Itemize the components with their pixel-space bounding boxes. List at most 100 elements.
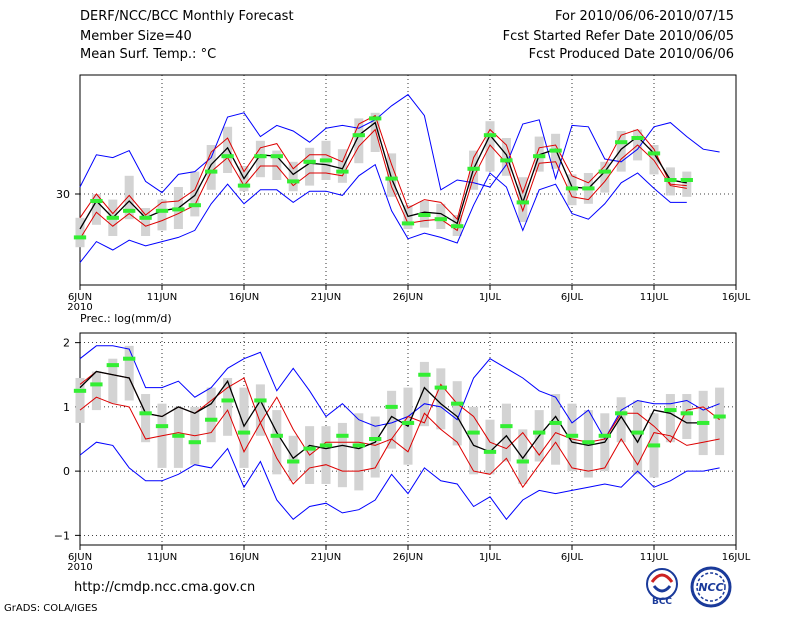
spread-box — [141, 208, 151, 236]
spread-box — [616, 397, 626, 443]
svg-text:BCC: BCC — [652, 597, 672, 606]
median-marker — [205, 169, 218, 174]
lower-sd-line — [79, 396, 720, 489]
produced-date: Fcst Produced Date 2010/06/06 — [528, 47, 734, 62]
median-marker — [221, 398, 234, 403]
median-marker — [418, 213, 431, 217]
spread-box — [206, 387, 216, 443]
x-tick-label: 11JUL — [640, 552, 669, 563]
x-tick-label: 11JUL — [640, 292, 669, 303]
spread-box — [469, 406, 479, 475]
median-marker — [385, 176, 398, 181]
median-marker — [319, 158, 333, 163]
lower-sd-line — [79, 128, 687, 240]
max-line — [79, 345, 720, 441]
spread-box — [501, 403, 511, 462]
spread-box — [370, 112, 380, 152]
median-marker — [434, 217, 447, 222]
median-marker — [303, 446, 316, 451]
median-marker — [319, 443, 333, 448]
x-tick-label: 11JUN — [147, 552, 177, 563]
spread-box — [124, 175, 134, 220]
median-marker — [598, 433, 611, 438]
median-marker — [139, 215, 152, 220]
median-marker — [336, 169, 349, 174]
median-marker — [647, 151, 661, 156]
median-marker — [106, 215, 119, 220]
spread-box — [370, 416, 380, 478]
spread-box — [272, 150, 282, 180]
spread-box — [223, 126, 233, 173]
median-marker — [106, 363, 119, 368]
spread-box — [157, 199, 167, 231]
spread-box — [255, 384, 265, 436]
spread-box — [518, 177, 528, 222]
spread-box — [321, 426, 331, 484]
median-marker — [221, 154, 234, 159]
spread-box — [272, 410, 282, 475]
median-marker — [139, 411, 152, 416]
spread-box — [633, 400, 643, 475]
spread-box — [600, 161, 610, 193]
median-marker — [680, 411, 693, 416]
source-url[interactable]: http://cmdp.ncc.cma.gov.cn — [74, 580, 256, 595]
temperature-panel: 30 6JUN 11JUN 16JUN 21JUN 26JUN 1JUL 6JUL 11JUL 1… — [56, 74, 751, 313]
upper-sd-line — [79, 114, 687, 221]
spread-box — [485, 121, 495, 172]
spread-box — [501, 138, 511, 176]
y-tick-label: 30 — [56, 188, 70, 201]
median-marker — [254, 154, 267, 159]
spread-box — [91, 194, 101, 225]
x-tick-label: 26JUN — [393, 292, 423, 303]
y-tick-label: 0 — [63, 465, 70, 478]
median-marker — [483, 449, 497, 454]
spread-box — [534, 136, 544, 172]
median-marker — [631, 430, 644, 435]
median-marker — [467, 430, 480, 435]
median-marker — [598, 169, 611, 174]
median-marker — [287, 459, 300, 464]
median-marker — [483, 133, 497, 138]
median-marker — [90, 382, 103, 387]
median-marker — [401, 420, 415, 425]
median-marker — [418, 372, 431, 377]
median-marker — [615, 140, 628, 145]
median-marker — [188, 203, 201, 208]
median-marker — [172, 207, 185, 212]
median-marker — [270, 154, 283, 159]
median-marker — [565, 186, 579, 191]
median-marker — [467, 166, 480, 171]
min-line — [79, 163, 687, 263]
spread-box — [305, 147, 315, 186]
median-marker — [516, 200, 529, 205]
median-marker — [205, 417, 218, 422]
grads-credit: GrADS: COLA/IGES — [4, 603, 98, 614]
y-tick-label: 2 — [63, 337, 70, 350]
spread-box — [190, 171, 200, 217]
median-marker — [123, 356, 136, 361]
chart-title: DERF/NCC/BCC Monthly Forecast — [80, 9, 294, 24]
bcc-logo-icon: BCC — [646, 568, 678, 606]
median-marker — [582, 186, 595, 191]
median-marker — [500, 424, 513, 429]
median-marker — [270, 433, 283, 438]
spread-box — [551, 394, 561, 465]
median-marker — [533, 154, 546, 159]
x-tick-label: 16JUN — [229, 292, 259, 303]
variable-label: Mean Surf. Temp.: °C — [80, 47, 217, 62]
median-marker — [451, 401, 464, 406]
median-marker — [155, 208, 169, 213]
median-marker — [188, 440, 201, 445]
x-tick-label: 6JUL — [561, 552, 584, 563]
median-marker — [352, 133, 365, 138]
min-line — [79, 441, 720, 521]
median-marker — [237, 183, 251, 188]
median-marker — [352, 443, 365, 448]
spread-box — [715, 387, 725, 456]
median-marker — [434, 385, 447, 390]
x-tick-label: 26JUN — [393, 552, 423, 563]
median-marker — [647, 443, 661, 448]
spread-box — [337, 149, 347, 183]
median-marker — [172, 433, 185, 438]
